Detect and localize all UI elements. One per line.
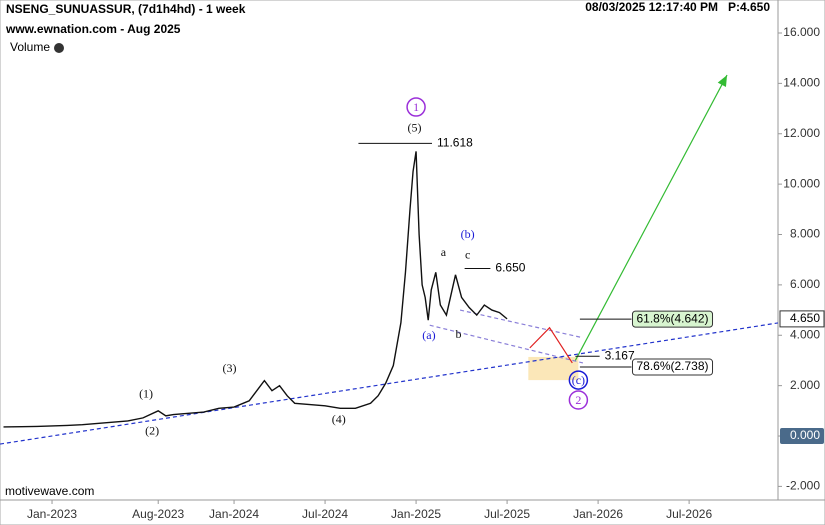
- wave-label: b: [456, 327, 462, 341]
- volume-label[interactable]: Volume: [10, 40, 50, 54]
- y-tick-label: 4.000: [790, 327, 820, 341]
- wave-label: 2: [575, 393, 581, 407]
- y-tick-label: 10.000: [783, 176, 820, 190]
- wave-label: (b): [461, 227, 475, 241]
- overlay-line: [574, 74, 728, 361]
- target-zone: [528, 356, 579, 381]
- timestamp: 08/03/2025 12:17:40 PM: [585, 0, 718, 14]
- wave-label: (a): [422, 328, 435, 342]
- wave-circle: [568, 370, 589, 390]
- y-tick-label: 2.000: [790, 378, 820, 392]
- y-tick-label: 14.000: [783, 76, 820, 90]
- overlay-line: [529, 326, 573, 364]
- level-label: 6.650: [495, 261, 525, 275]
- last-price-label: 4.650: [790, 311, 820, 325]
- wave-label: c: [465, 247, 470, 261]
- level-label: 11.618: [437, 136, 473, 150]
- y-tick-label: 6.000: [790, 277, 820, 291]
- x-tick-label: Jan-2023: [27, 507, 77, 521]
- y-tick-label: 8.000: [790, 227, 820, 241]
- wave-label: (2): [145, 424, 159, 438]
- wave-label: (c): [572, 373, 585, 387]
- level-label: 3.167: [605, 348, 635, 362]
- wave-label: (1): [139, 387, 153, 401]
- x-tick-label: Jul-2026: [666, 507, 712, 521]
- y-tick-label: 16.000: [783, 25, 820, 39]
- wave-circle: [406, 97, 426, 117]
- wave-label: (4): [332, 412, 346, 426]
- x-tick-label: Jan-2026: [573, 507, 623, 521]
- x-tick-label: Jul-2024: [302, 507, 348, 521]
- y-tick-label: 0.000: [790, 428, 820, 442]
- y-tick-label: -2.000: [786, 479, 820, 493]
- wave-label: (3): [223, 361, 237, 375]
- wave-label: (5): [408, 121, 422, 135]
- x-tick-label: Jan-2024: [209, 507, 259, 521]
- chart-title: NSENG_SUNUASSUR, (7d1h4hd) - 1 week: [6, 2, 246, 16]
- level-label: 61.8%(4.642): [636, 311, 708, 325]
- x-tick-label: Aug-2023: [132, 507, 184, 521]
- arrow-head: [717, 75, 728, 88]
- settings-icon[interactable]: [54, 43, 64, 53]
- overlay-line: [0, 322, 779, 445]
- watermark: motivewave.com: [5, 484, 94, 498]
- zero-tag: [780, 428, 824, 445]
- subtitle: www.ewnation.com - Aug 2025: [5, 22, 181, 36]
- y-tick-label: 12.000: [783, 126, 820, 140]
- price-line: [3, 151, 508, 428]
- price-label: P:4.650: [728, 0, 770, 14]
- wave-label: 1: [413, 100, 419, 114]
- overlay-line: [429, 324, 584, 364]
- level-box: [631, 358, 714, 376]
- level-label: 78.6%(2.738): [636, 359, 708, 373]
- wave-label: a: [441, 245, 447, 259]
- wave-circle: [568, 390, 589, 410]
- level-box: [631, 310, 714, 328]
- last-price-tag: [779, 310, 825, 328]
- x-tick-label: Jul-2025: [484, 507, 530, 521]
- x-tick-label: Jan-2025: [391, 507, 441, 521]
